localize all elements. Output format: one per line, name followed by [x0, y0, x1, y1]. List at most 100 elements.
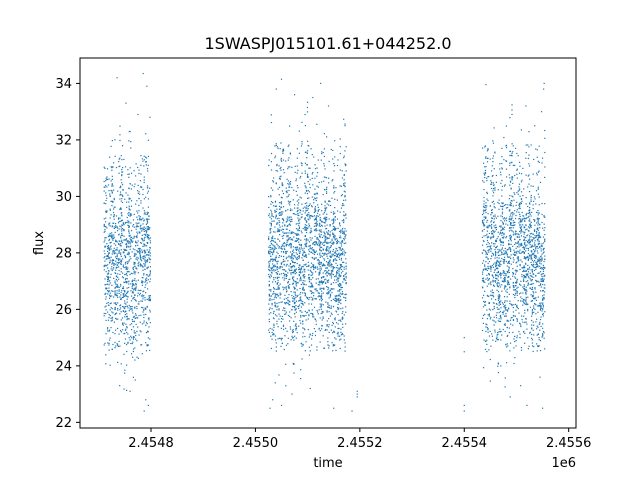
data-point [499, 301, 501, 303]
data-point [119, 191, 122, 193]
data-point [124, 255, 126, 258]
data-point [494, 216, 496, 218]
data-point [492, 190, 494, 192]
data-point [531, 270, 534, 272]
data-point [493, 221, 495, 223]
data-point [519, 195, 521, 197]
data-point [340, 185, 343, 187]
data-point [326, 242, 328, 245]
data-point [268, 263, 270, 265]
data-point [139, 292, 141, 295]
data-point [119, 305, 121, 307]
data-point [132, 223, 135, 226]
data-point [312, 286, 314, 288]
data-point [290, 218, 292, 221]
data-point [511, 178, 513, 180]
data-point [103, 269, 105, 271]
data-point [326, 320, 328, 322]
data-point [511, 217, 513, 220]
data-point [319, 282, 321, 284]
data-point [514, 341, 516, 343]
data-point [120, 228, 122, 230]
data-point [144, 286, 146, 288]
data-point [530, 294, 532, 296]
data-point [322, 263, 324, 265]
data-point [518, 244, 520, 246]
data-point [310, 303, 313, 305]
data-point [527, 303, 529, 305]
data-point [297, 233, 299, 235]
data-point [483, 174, 486, 176]
data-point [497, 248, 499, 251]
data-point [120, 208, 122, 210]
data-point [505, 274, 507, 276]
data-point [322, 304, 324, 306]
data-point [330, 307, 332, 309]
data-point [525, 270, 527, 272]
data-point [514, 234, 517, 236]
data-point [297, 217, 299, 219]
data-point [496, 284, 498, 286]
data-point [276, 261, 278, 263]
data-point [520, 244, 523, 246]
data-point [140, 344, 143, 346]
data-point [299, 244, 301, 246]
data-point [319, 272, 321, 274]
data-point [142, 269, 144, 271]
data-point [522, 215, 524, 217]
data-point [527, 175, 529, 177]
data-point [486, 327, 489, 329]
data-point [495, 261, 498, 263]
data-point [344, 274, 346, 276]
data-point [329, 246, 332, 248]
data-point [290, 232, 292, 235]
data-point [304, 302, 306, 304]
data-point [280, 201, 283, 203]
data-point [522, 286, 524, 288]
data-point [308, 226, 310, 228]
data-point [143, 263, 145, 265]
data-point [490, 345, 492, 347]
data-point [112, 261, 114, 264]
data-point [301, 162, 303, 165]
data-point [293, 261, 295, 263]
data-point [114, 206, 116, 208]
data-point [139, 294, 141, 296]
data-point [494, 262, 496, 264]
data-point [527, 241, 529, 243]
data-point [300, 266, 302, 268]
data-point [268, 321, 270, 323]
data-point [282, 150, 284, 153]
data-point [129, 241, 131, 243]
data-point [520, 252, 522, 254]
data-point [280, 203, 283, 205]
data-point [275, 143, 277, 145]
data-point [343, 239, 345, 241]
data-point [342, 232, 344, 234]
data-point [491, 175, 493, 177]
data-point [298, 299, 300, 301]
data-point [131, 241, 133, 243]
data-point [520, 325, 522, 328]
data-point [285, 286, 287, 288]
data-point [514, 242, 517, 244]
data-point [300, 316, 302, 318]
data-point [337, 327, 339, 330]
data-point [273, 311, 275, 313]
data-point [505, 313, 507, 315]
data-point [313, 225, 315, 227]
data-point [299, 271, 301, 273]
data-point [286, 218, 288, 220]
data-point [506, 319, 508, 322]
data-point [530, 236, 532, 238]
data-point [340, 207, 343, 209]
data-point [287, 180, 290, 182]
data-point [531, 259, 534, 262]
data-point [509, 350, 511, 352]
data-point [138, 303, 140, 305]
data-point [145, 284, 147, 286]
data-point [293, 300, 295, 302]
data-point [518, 183, 521, 185]
data-point [139, 219, 141, 221]
data-point [498, 202, 500, 205]
